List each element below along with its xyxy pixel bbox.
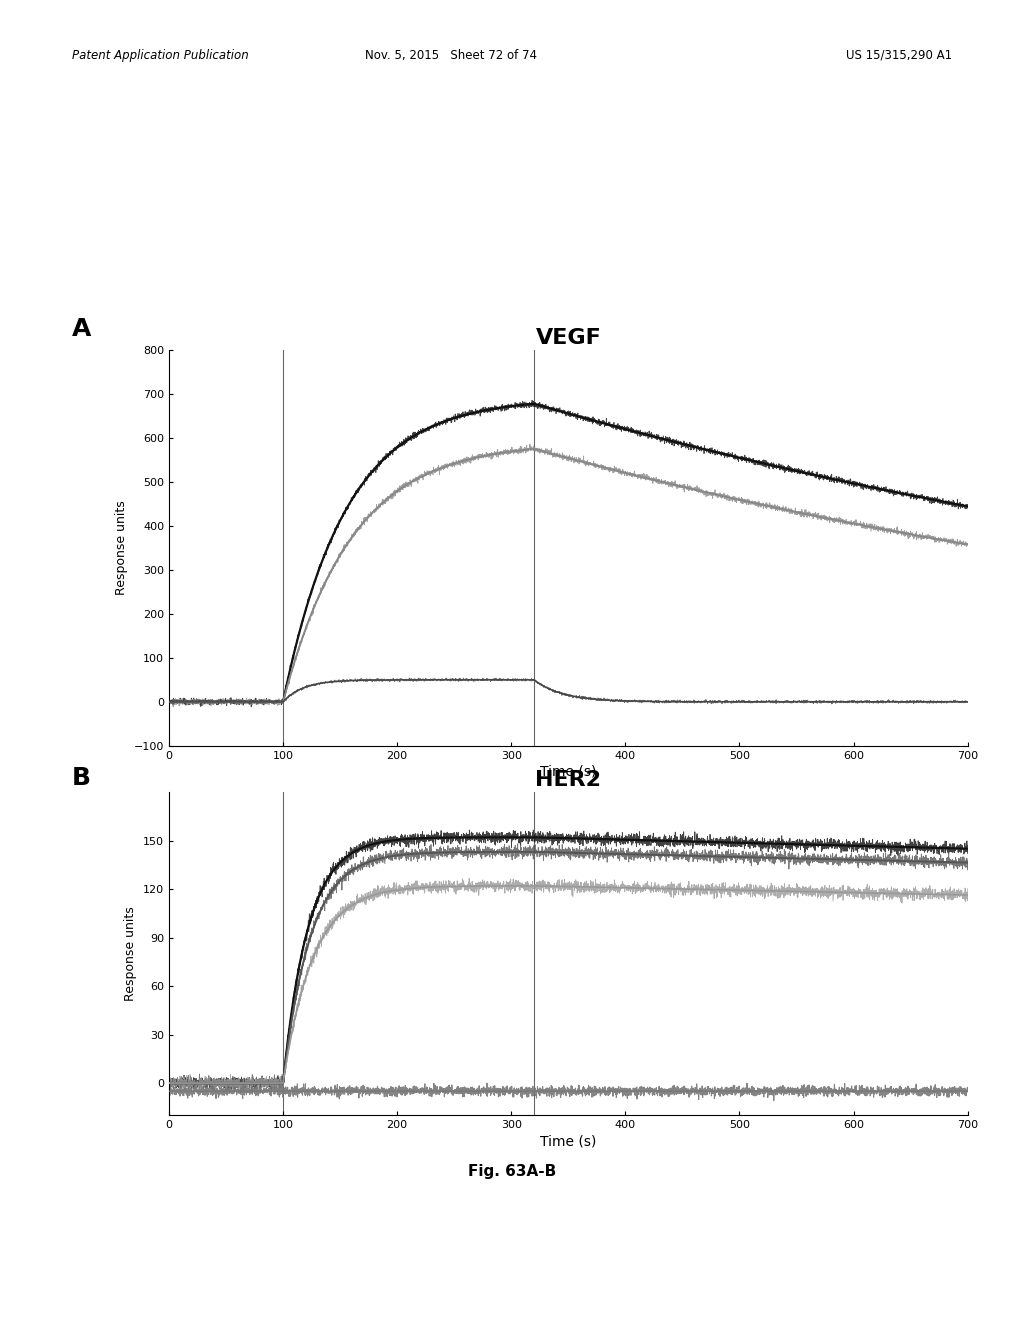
X-axis label: Time (s): Time (s) [540,1134,597,1148]
Text: B: B [72,766,91,789]
Text: A: A [72,317,91,341]
Text: US 15/315,290 A1: US 15/315,290 A1 [846,49,952,62]
Text: Patent Application Publication: Patent Application Publication [72,49,249,62]
Text: Nov. 5, 2015   Sheet 72 of 74: Nov. 5, 2015 Sheet 72 of 74 [365,49,537,62]
Text: Fig. 63A-B: Fig. 63A-B [468,1164,556,1179]
Y-axis label: Response units: Response units [125,907,137,1001]
Title: HER2: HER2 [536,771,601,791]
Title: VEGF: VEGF [536,329,601,348]
Y-axis label: Response units: Response units [115,500,128,595]
X-axis label: Time (s): Time (s) [540,764,597,779]
